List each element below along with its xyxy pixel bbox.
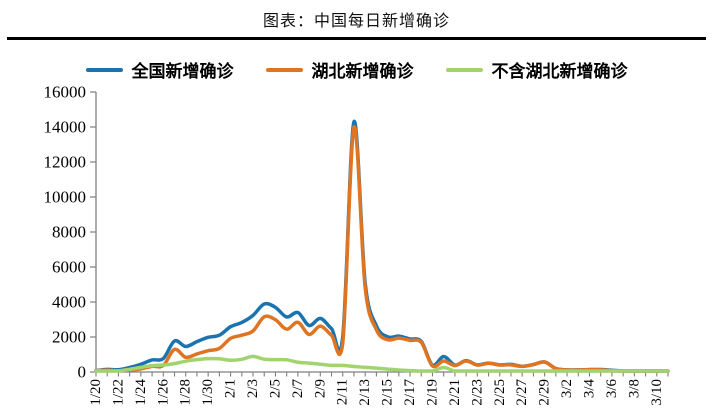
x-tick-label: 3/10 bbox=[649, 379, 665, 406]
x-tick-label: 3/2 bbox=[559, 379, 575, 398]
x-tick-label: 2/9 bbox=[312, 379, 328, 398]
y-tick-label: 2000 bbox=[52, 328, 86, 347]
legend-item-ex-hubei: 不含湖北新增确诊 bbox=[445, 57, 628, 82]
x-tick-label: 1/20 bbox=[88, 379, 104, 406]
x-tick-label: 3/8 bbox=[626, 379, 642, 398]
legend-item-hubei: 湖北新增确诊 bbox=[265, 57, 414, 82]
y-tick-label: 8000 bbox=[52, 223, 86, 242]
x-tick-label: 2/21 bbox=[447, 379, 463, 406]
x-tick-label: 2/23 bbox=[469, 379, 485, 406]
series-line-0 bbox=[94, 119, 670, 373]
y-tick-label: 14000 bbox=[44, 118, 87, 137]
page-title: 图表：中国每日新增确诊 bbox=[262, 13, 450, 30]
legend-line-swatch-national bbox=[85, 67, 123, 72]
y-tick-label: 0 bbox=[78, 363, 87, 382]
x-tick-label: 2/17 bbox=[402, 379, 418, 406]
legend-label-ex-hubei: 不含湖北新增确诊 bbox=[491, 62, 628, 81]
chart-legend: 全国新增确诊 湖北新增确诊 不含湖北新增确诊 bbox=[0, 57, 713, 82]
legend-line-swatch-hubei bbox=[265, 67, 303, 72]
x-tick-label: 2/7 bbox=[290, 379, 306, 399]
x-tick-label: 1/24 bbox=[133, 379, 149, 406]
x-tick-label: 2/19 bbox=[424, 379, 440, 406]
legend-item-national: 全国新增确诊 bbox=[85, 57, 234, 82]
series-line-2 bbox=[94, 354, 670, 373]
x-tick-label: 2/15 bbox=[380, 379, 396, 406]
x-tick-label: 2/25 bbox=[492, 379, 508, 406]
x-tick-label: 1/30 bbox=[200, 379, 216, 406]
x-tick-label: 2/27 bbox=[514, 379, 530, 406]
y-tick-label: 16000 bbox=[44, 83, 87, 102]
title-separator bbox=[7, 37, 706, 40]
x-tick-label: 1/22 bbox=[110, 379, 126, 406]
x-tick-label: 2/11 bbox=[335, 379, 351, 405]
legend-label-hubei: 湖北新增确诊 bbox=[311, 62, 414, 81]
y-tick-label: 10000 bbox=[44, 188, 87, 207]
legend-line-swatch-ex-hubei bbox=[445, 67, 483, 72]
x-tick-label: 2/5 bbox=[267, 379, 283, 398]
y-tick-label: 6000 bbox=[52, 258, 86, 277]
x-tick-label: 2/1 bbox=[223, 379, 239, 398]
x-tick-label: 1/28 bbox=[178, 379, 194, 406]
x-tick-label: 3/6 bbox=[604, 379, 620, 399]
y-tick-label: 4000 bbox=[52, 293, 86, 312]
x-tick-label: 1/26 bbox=[155, 379, 171, 406]
legend-label-national: 全国新增确诊 bbox=[131, 62, 234, 81]
y-tick-label: 12000 bbox=[44, 153, 87, 172]
x-tick-label: 2/29 bbox=[537, 379, 553, 406]
x-tick-label: 3/4 bbox=[581, 379, 597, 399]
x-tick-label: 2/3 bbox=[245, 379, 261, 398]
x-tick-label: 2/13 bbox=[357, 379, 373, 406]
